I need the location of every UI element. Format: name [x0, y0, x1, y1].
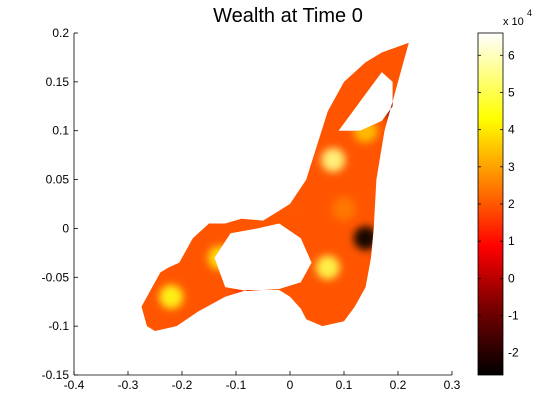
hotspot	[234, 275, 259, 300]
colorbar	[477, 32, 504, 376]
hotspot	[353, 118, 378, 143]
hotspot	[321, 148, 346, 173]
y-tick-label: -0.1	[48, 319, 69, 333]
data-region	[141, 42, 409, 332]
y-tick-label: -0.05	[42, 270, 70, 284]
x-tick-label: 0.3	[444, 378, 461, 392]
colorbar-ticks: -2 -1 0 1 2 3 4 5 6	[478, 48, 519, 360]
x-tick-label: 0.1	[336, 378, 353, 392]
hotspot	[315, 255, 340, 280]
colorbar-multiplier: x 10	[503, 16, 524, 28]
hotspot	[207, 245, 232, 270]
x-tick-label: -0.2	[172, 378, 193, 392]
x-tick-label: 0.2	[390, 378, 407, 392]
chart-title: Wealth at Time 0	[213, 5, 363, 27]
colorbar-tick-label: -2	[508, 346, 519, 360]
y-tick-label: 0.2	[52, 26, 69, 40]
y-tick-label: 0.15	[46, 75, 70, 89]
colorbar-tick-label: 0	[508, 271, 515, 285]
y-tick-label: -0.15	[42, 368, 70, 382]
x-tick-label: -0.4	[64, 378, 85, 392]
colorbar-tick-label: 6	[508, 48, 515, 62]
colorbar-tick-label: 4	[508, 123, 515, 137]
colorbar-exponent: 4	[527, 8, 532, 18]
plot-axes	[73, 33, 452, 376]
region-fill	[141, 42, 409, 332]
y-tick-label: 0	[62, 221, 69, 235]
region-base	[141, 42, 409, 332]
y-axis-ticks: -0.15 -0.1 -0.05 0 0.05 0.1 0.15 0.2	[42, 26, 78, 382]
hotspot	[386, 99, 409, 124]
x-tick-label: 0	[287, 378, 294, 392]
x-tick-label: -0.3	[118, 378, 139, 392]
colorbar-tick-label: 1	[508, 234, 515, 248]
y-tick-label: 0.05	[46, 173, 70, 187]
y-tick-label: 0.1	[52, 124, 69, 138]
x-tick-label: -0.1	[226, 378, 247, 392]
colorbar-tick-label: -1	[508, 309, 519, 323]
hotspot	[159, 284, 184, 309]
colorbar-tick-label: 5	[508, 85, 515, 99]
hotspot	[278, 196, 302, 221]
x-axis-ticks: -0.4 -0.3 -0.2 -0.1 0 0.1 0.2 0.3	[64, 371, 461, 392]
hotspot	[332, 196, 356, 221]
colorbar-tick-label: 3	[508, 160, 515, 174]
colorbar-tick-label: 2	[508, 197, 515, 211]
hotspot	[353, 226, 378, 251]
